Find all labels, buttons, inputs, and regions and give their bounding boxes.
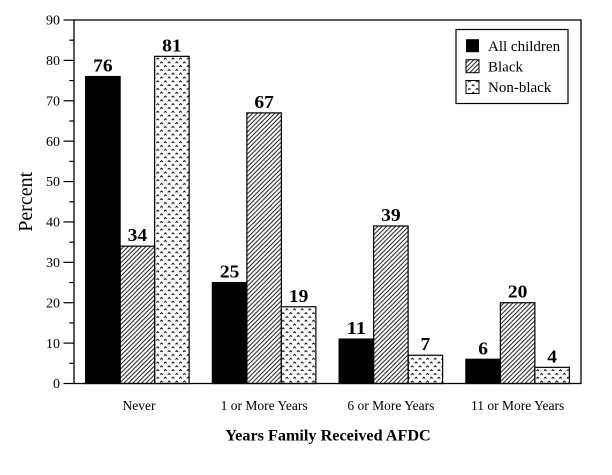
svg-text:0: 0: [53, 377, 60, 392]
svg-text:60: 60: [46, 135, 60, 150]
svg-text:50: 50: [46, 175, 60, 190]
svg-text:6: 6: [478, 338, 488, 358]
svg-text:11: 11: [347, 318, 367, 338]
svg-text:Black: Black: [488, 59, 523, 75]
svg-text:20: 20: [508, 282, 528, 302]
svg-text:67: 67: [254, 92, 274, 112]
svg-text:70: 70: [46, 95, 60, 110]
svg-text:90: 90: [46, 14, 60, 29]
svg-text:Years Family Received AFDC: Years Family Received AFDC: [225, 427, 430, 445]
svg-text:11 or More Years: 11 or More Years: [471, 398, 564, 413]
svg-text:1 or More Years: 1 or More Years: [221, 398, 308, 413]
svg-text:34: 34: [128, 225, 148, 245]
svg-text:39: 39: [381, 205, 401, 225]
svg-text:25: 25: [220, 262, 240, 282]
svg-text:All children: All children: [488, 39, 561, 55]
svg-text:7: 7: [421, 334, 431, 354]
svg-text:Percent: Percent: [15, 171, 37, 231]
svg-text:4: 4: [547, 346, 557, 366]
svg-text:6 or More Years: 6 or More Years: [347, 398, 434, 413]
svg-text:81: 81: [162, 35, 182, 55]
svg-text:76: 76: [93, 56, 113, 76]
svg-text:19: 19: [289, 286, 309, 306]
svg-text:20: 20: [46, 296, 60, 311]
svg-text:10: 10: [46, 337, 60, 352]
svg-text:Non-black: Non-black: [488, 80, 552, 96]
svg-text:30: 30: [46, 256, 60, 271]
svg-text:40: 40: [46, 216, 60, 231]
svg-text:Never: Never: [123, 398, 156, 413]
svg-text:80: 80: [46, 54, 60, 69]
